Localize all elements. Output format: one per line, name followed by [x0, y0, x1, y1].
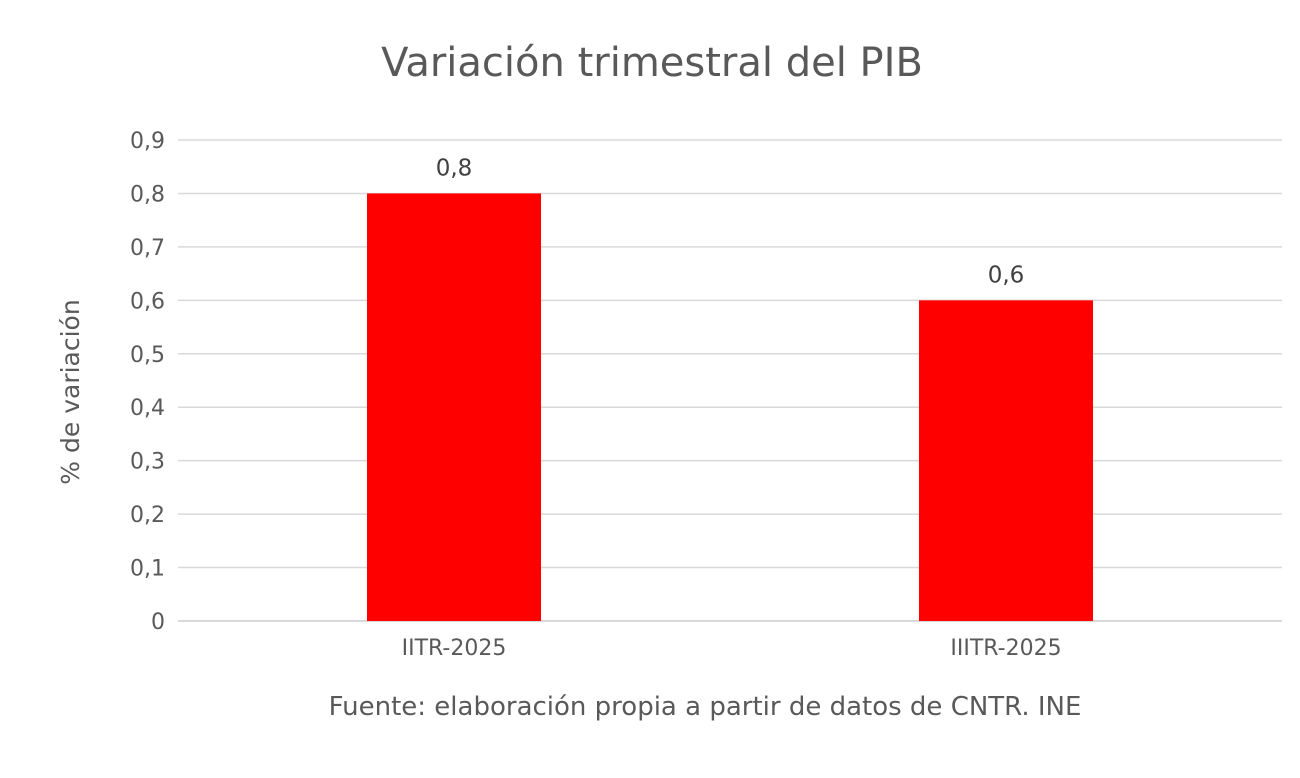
bar — [919, 300, 1093, 621]
y-tick-label: 0,7 — [130, 236, 165, 261]
y-axis-ticks: 0 0,1 0,2 0,3 0,4 0,5 0,6 0,7 0,8 0,9 — [130, 129, 165, 635]
x-category-label: IIITR-2025 — [950, 636, 1061, 661]
y-tick-label: 0,5 — [130, 343, 165, 368]
y-tick-label: 0 — [151, 610, 165, 635]
y-tick-label: 0,4 — [130, 396, 165, 421]
data-labels: 0,8 0,6 — [436, 155, 1025, 288]
source-note: Fuente: elaboración propia a partir de d… — [329, 692, 1082, 722]
y-tick-label: 0,2 — [130, 503, 165, 528]
gridlines — [178, 139, 1282, 622]
y-tick-label: 0,8 — [130, 182, 165, 207]
data-label: 0,8 — [436, 155, 473, 181]
x-category-label: IITR-2025 — [402, 636, 507, 661]
y-tick-label: 0,3 — [130, 450, 165, 475]
y-axis-title: % de variación — [56, 299, 85, 484]
y-tick-label: 0,1 — [130, 557, 165, 582]
chart-title: Variación trimestral del PIB — [381, 40, 923, 86]
bar — [367, 193, 541, 621]
data-label: 0,6 — [988, 262, 1025, 288]
y-tick-label: 0,6 — [130, 289, 165, 314]
y-tick-label: 0,9 — [130, 129, 165, 154]
bars — [367, 193, 1093, 621]
x-axis-categories: IITR-2025 IIITR-2025 — [402, 636, 1062, 661]
